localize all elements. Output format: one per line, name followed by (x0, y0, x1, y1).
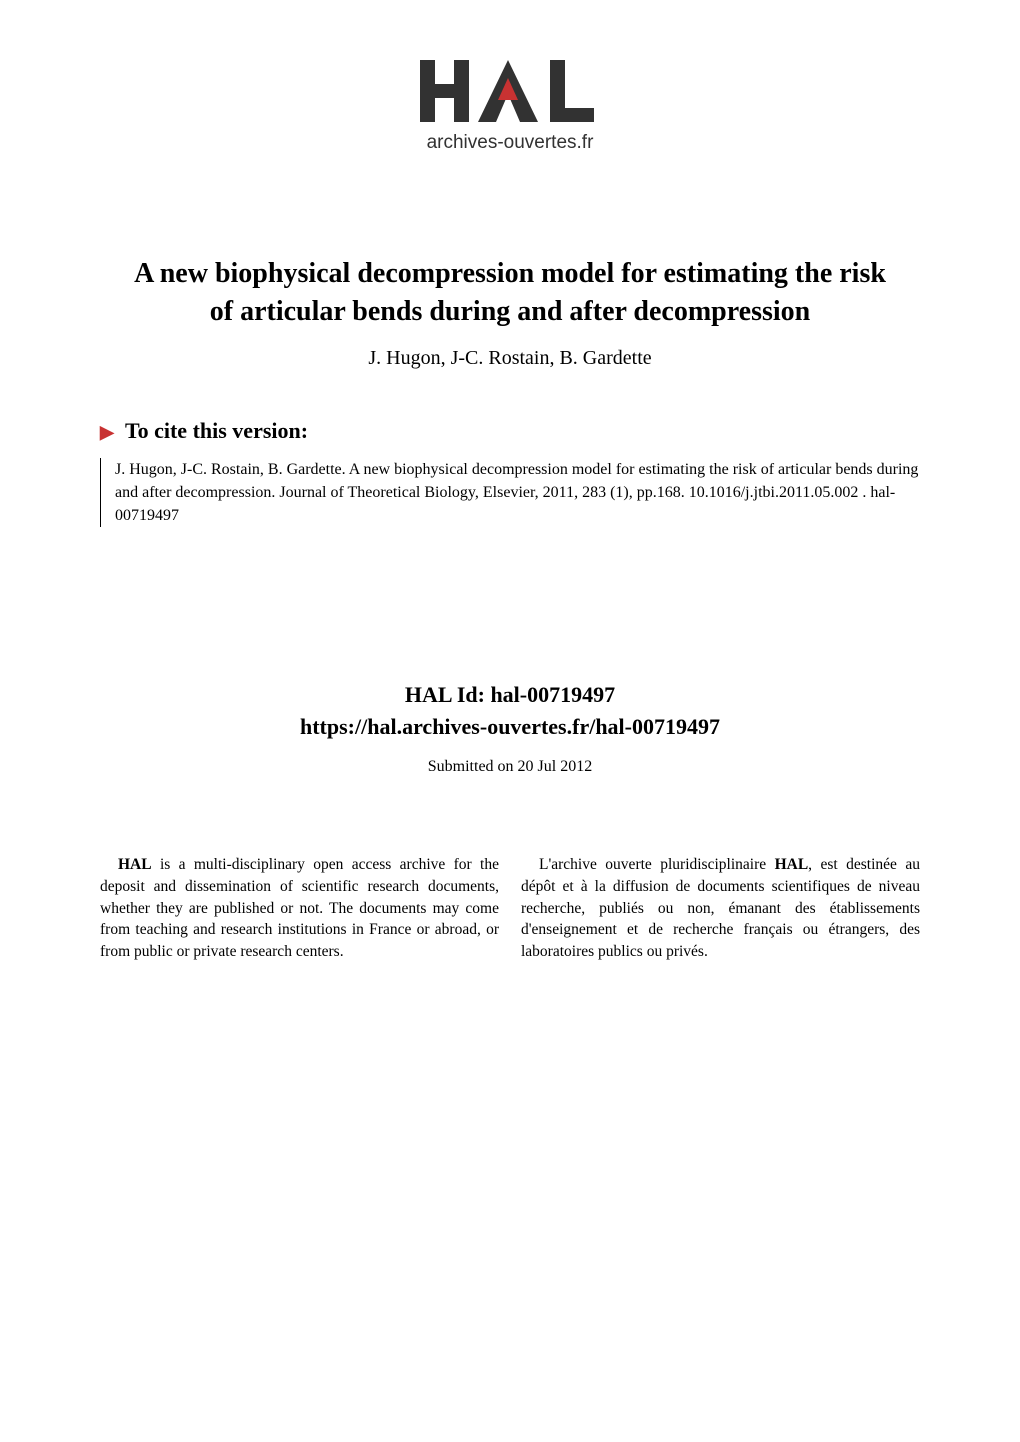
right-column: L'archive ouverte pluridisciplinaire HAL… (521, 854, 920, 962)
hal-id-section: HAL Id: hal-00719497 https://hal.archive… (100, 682, 920, 740)
hal-url[interactable]: https://hal.archives-ouvertes.fr/hal-007… (100, 714, 920, 740)
page-container: archives-ouvertes.fr A new biophysical d… (0, 0, 1020, 1442)
left-column: HAL is a multi-disciplinary open access … (100, 854, 499, 962)
logo-subtitle: archives-ouvertes.fr (427, 132, 595, 153)
logo-section: archives-ouvertes.fr (100, 50, 920, 165)
cite-marker-icon: ▶ (100, 422, 114, 442)
paper-title: A new biophysical decompression model fo… (100, 255, 920, 331)
cite-heading-text: To cite this version: (125, 418, 308, 443)
hal-id-line: HAL Id: hal-00719497 (100, 682, 920, 708)
left-col-strong: HAL (118, 856, 152, 873)
hal-logo: archives-ouvertes.fr (400, 50, 620, 165)
cite-section: ▶ To cite this version: J. Hugon, J-C. R… (100, 418, 920, 528)
right-col-before: L'archive ouverte pluridisciplinaire (539, 856, 775, 873)
citation-doi: 10.1016/j.jtbi.2011.05.002 (689, 484, 859, 501)
submitted-date: Submitted on 20 Jul 2012 (100, 758, 920, 776)
left-col-text: is a multi-disciplinary open access arch… (100, 856, 499, 960)
citation-block: J. Hugon, J-C. Rostain, B. Gardette. A n… (100, 458, 920, 528)
description-columns: HAL is a multi-disciplinary open access … (100, 854, 920, 962)
cite-heading: ▶ To cite this version: (100, 418, 920, 444)
hal-logo-svg: archives-ouvertes.fr (400, 50, 620, 160)
right-col-strong: HAL (775, 856, 809, 873)
paper-authors: J. Hugon, J-C. Rostain, B. Gardette (100, 347, 920, 370)
